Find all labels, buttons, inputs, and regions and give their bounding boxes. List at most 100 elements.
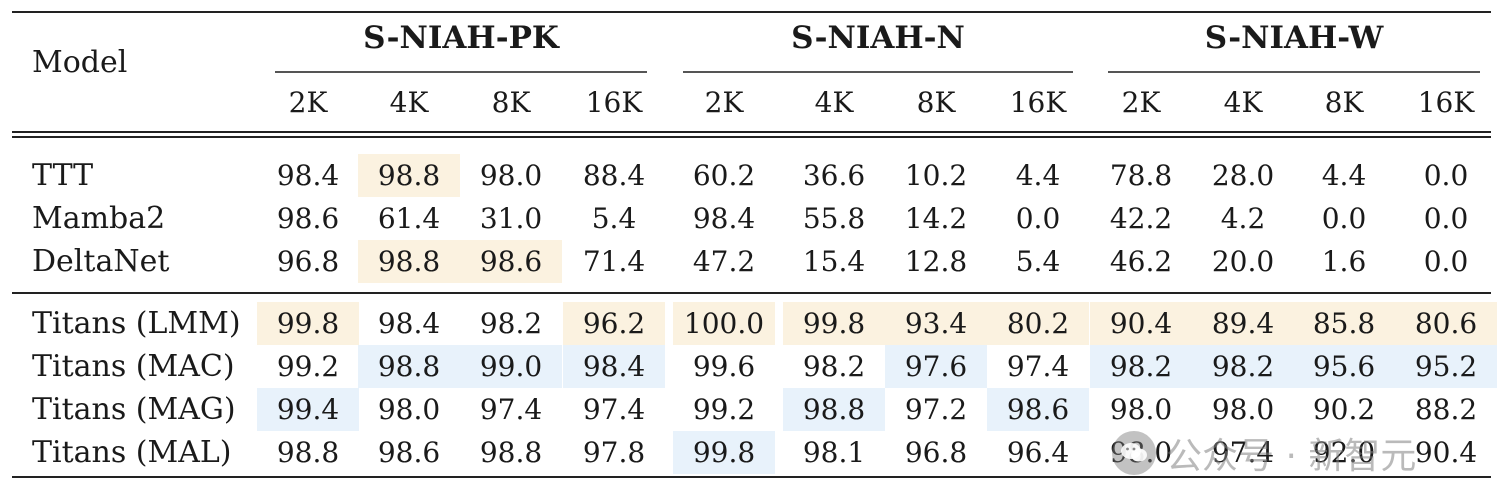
- score-cell: 47.2: [692, 245, 756, 278]
- group-underline-n: [683, 71, 1073, 73]
- length-header-s-niah-w-2k: 2K: [1121, 86, 1161, 119]
- score-cell: 42.2: [1109, 202, 1173, 235]
- header-double-rule-bottom: [12, 136, 1491, 138]
- score-cell: 100.0: [673, 302, 775, 345]
- score-cell: 28.0: [1211, 159, 1275, 192]
- group-underline-w: [1108, 71, 1480, 73]
- model-name: TTT: [32, 158, 94, 193]
- score-cell: 97.4: [582, 393, 646, 426]
- header-double-rule-top: [12, 131, 1491, 133]
- score-cell: 14.2: [904, 202, 968, 235]
- model-name: Mamba2: [32, 201, 166, 236]
- length-header-s-niah-pk-4k: 4K: [389, 86, 429, 119]
- score-cell: 97.4: [479, 393, 543, 426]
- score-cell: 96.4: [1006, 436, 1070, 469]
- score-cell: 98.2: [1192, 345, 1294, 388]
- group-underline-pk: [275, 71, 647, 73]
- score-cell: 99.8: [783, 302, 885, 345]
- score-cell: 98.4: [377, 307, 441, 340]
- score-cell: 1.6: [1321, 245, 1367, 278]
- score-cell: 96.8: [276, 245, 340, 278]
- score-cell: 98.2: [802, 350, 866, 383]
- score-cell: 98.0: [1211, 393, 1275, 426]
- score-cell: 90.2: [1312, 393, 1376, 426]
- score-cell: 98.2: [1090, 345, 1192, 388]
- score-cell: 20.0: [1211, 245, 1275, 278]
- group-header-s-niah-n: S-NIAH-N: [791, 20, 965, 56]
- score-cell: 98.1: [802, 436, 866, 469]
- length-header-s-niah-n-4k: 4K: [814, 86, 854, 119]
- score-cell: 12.8: [904, 245, 968, 278]
- score-cell: 46.2: [1109, 245, 1173, 278]
- score-cell: 85.8: [1293, 302, 1395, 345]
- model-name: DeltaNet: [32, 244, 170, 279]
- model-name: Titans (MAG): [32, 392, 236, 427]
- score-cell: 71.4: [582, 245, 646, 278]
- score-cell: 0.0: [1321, 202, 1367, 235]
- length-header-s-niah-n-16k: 16K: [1009, 86, 1067, 119]
- score-cell: 95.6: [1293, 345, 1395, 388]
- length-header-s-niah-n-8k: 8K: [916, 86, 956, 119]
- score-cell: 99.2: [692, 393, 756, 426]
- score-cell: 36.6: [802, 159, 866, 192]
- score-cell: 31.0: [479, 202, 543, 235]
- length-header-s-niah-pk-2k: 2K: [288, 86, 328, 119]
- length-header-s-niah-w-4k: 4K: [1223, 86, 1263, 119]
- score-cell: 98.8: [358, 345, 460, 388]
- score-cell: 98.6: [377, 436, 441, 469]
- score-cell: 95.2: [1395, 345, 1497, 388]
- score-cell: 98.0: [479, 159, 543, 192]
- score-cell: 98.8: [479, 436, 543, 469]
- score-cell: 98.4: [276, 159, 340, 192]
- group-header-s-niah-w: S-NIAH-W: [1204, 20, 1384, 56]
- score-cell: 99.8: [673, 431, 775, 474]
- score-cell: 92.0: [1312, 436, 1376, 469]
- score-cell: 99.4: [257, 388, 359, 431]
- score-cell: 4.2: [1220, 202, 1266, 235]
- score-cell: 88.4: [582, 159, 646, 192]
- group-header-s-niah-pk: S-NIAH-PK: [363, 20, 559, 56]
- score-cell: 98.2: [479, 307, 543, 340]
- score-cell: 98.4: [692, 202, 756, 235]
- score-cell: 80.6: [1395, 302, 1497, 345]
- top-rule: [12, 11, 1491, 13]
- score-cell: 98.8: [358, 240, 460, 283]
- score-cell: 97.8: [582, 436, 646, 469]
- score-cell: 98.8: [358, 154, 460, 197]
- length-header-s-niah-n-2k: 2K: [704, 86, 744, 119]
- score-cell: 15.4: [802, 245, 866, 278]
- model-name: Titans (MAL): [32, 435, 232, 470]
- score-cell: 93.4: [885, 302, 987, 345]
- score-cell: 4.4: [1321, 159, 1367, 192]
- score-cell: 10.2: [904, 159, 968, 192]
- score-cell: 98.6: [987, 388, 1089, 431]
- score-cell: 98.0: [1109, 393, 1173, 426]
- score-cell: 98.8: [783, 388, 885, 431]
- score-cell: 5.4: [1015, 245, 1061, 278]
- score-cell: 0.0: [1423, 245, 1469, 278]
- score-cell: 97.2: [904, 393, 968, 426]
- length-header-s-niah-w-16k: 16K: [1417, 86, 1475, 119]
- score-cell: 98.0: [1109, 436, 1173, 469]
- score-cell: 0.0: [1015, 202, 1061, 235]
- model-name: Titans (LMM): [32, 306, 241, 341]
- length-header-s-niah-w-8k: 8K: [1324, 86, 1364, 119]
- model-name: Titans (MAC): [32, 349, 235, 384]
- score-cell: 89.4: [1192, 302, 1294, 345]
- score-cell: 97.4: [1006, 350, 1070, 383]
- score-cell: 97.4: [1211, 436, 1275, 469]
- score-cell: 55.8: [802, 202, 866, 235]
- score-cell: 98.4: [563, 345, 665, 388]
- score-cell: 99.8: [257, 302, 359, 345]
- score-cell: 98.8: [276, 436, 340, 469]
- score-cell: 98.0: [377, 393, 441, 426]
- score-cell: 0.0: [1423, 159, 1469, 192]
- score-cell: 96.8: [904, 436, 968, 469]
- score-cell: 80.2: [987, 302, 1089, 345]
- score-cell: 96.2: [563, 302, 665, 345]
- score-cell: 97.6: [885, 345, 987, 388]
- section-divider-rule: [12, 292, 1491, 294]
- length-header-s-niah-pk-8k: 8K: [491, 86, 531, 119]
- score-cell: 90.4: [1090, 302, 1192, 345]
- score-cell: 99.2: [276, 350, 340, 383]
